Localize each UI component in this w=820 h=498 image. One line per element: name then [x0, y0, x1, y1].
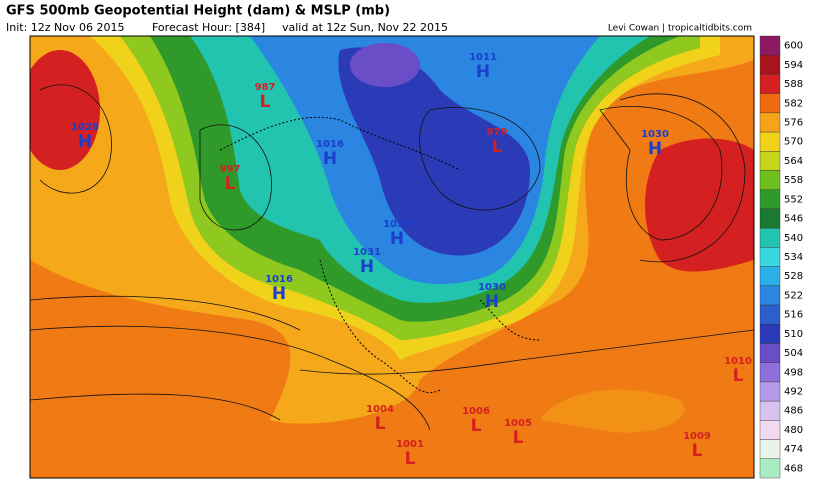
colorbar-label: 600 — [784, 41, 803, 52]
center-pressure: 1031 — [353, 247, 381, 258]
colorbar-swatch — [759, 381, 781, 402]
colorbar-swatch — [759, 266, 781, 287]
center-pressure: 997 — [220, 164, 241, 175]
colorbar-label: 534 — [784, 252, 803, 263]
colorbar-swatch — [759, 170, 781, 190]
center-pressure: 1010 — [724, 356, 752, 367]
center-pressure: 1016 — [316, 139, 344, 150]
colorbar-label: 516 — [784, 310, 803, 321]
center-letter: H — [272, 284, 286, 304]
center-letter: H — [78, 132, 92, 152]
center-pressure: 1009 — [683, 431, 711, 442]
colorbar-swatch — [759, 131, 781, 152]
colorbar-swatch — [759, 420, 781, 440]
colorbar-label: 480 — [784, 425, 803, 436]
colorbar-swatch — [759, 362, 781, 383]
center-letter: H — [323, 149, 337, 169]
forecast-hour: Forecast Hour: [384] — [152, 21, 265, 34]
colorbar-swatch — [759, 227, 781, 248]
colorbar-label: 528 — [784, 271, 803, 282]
center-pressure: 1032 — [383, 219, 411, 230]
center-letter: H — [476, 62, 490, 82]
colorbar-swatch — [759, 439, 781, 459]
title: GFS 500mb Geopotential Height (dam) & MS… — [6, 4, 390, 19]
pressure-centers: 1028H987L997L1016H1011H979L1030H1032H103… — [71, 52, 752, 469]
colorbar-label: 510 — [784, 329, 803, 340]
center-letter: L — [375, 414, 386, 434]
colorbar-label: 558 — [784, 175, 803, 186]
colorbar-label: 540 — [784, 233, 803, 244]
center-letter: H — [390, 229, 404, 249]
center-pressure: 1011 — [469, 52, 497, 63]
colorbar-swatch — [759, 55, 781, 75]
center-letter: L — [513, 428, 524, 448]
colorbar-swatch — [759, 208, 781, 229]
center-letter: L — [405, 449, 416, 469]
colorbar-swatch — [759, 189, 781, 210]
credit: Levi Cowan | tropicaltidbits.com — [608, 24, 752, 34]
center-letter: H — [485, 292, 499, 312]
center-letter: L — [492, 137, 503, 157]
colorbar-swatch — [759, 151, 781, 171]
colorbar-swatch — [759, 458, 781, 479]
colorbar-label: 576 — [784, 117, 803, 128]
colorbar-label: 498 — [784, 367, 803, 378]
center-pressure: 1004 — [366, 404, 394, 415]
center-letter: H — [360, 257, 374, 277]
colorbar-label: 588 — [784, 79, 803, 90]
center-pressure: 1028 — [71, 122, 99, 133]
colorbar-swatch — [759, 304, 781, 325]
colorbar-swatch — [759, 343, 781, 363]
colorbar-swatch — [759, 112, 781, 133]
center-pressure: 1005 — [504, 418, 532, 429]
colorbar-label: 546 — [784, 214, 803, 225]
colorbar-label: 582 — [784, 98, 803, 109]
colorbar-swatch — [759, 74, 781, 94]
colorbar-label: 552 — [784, 194, 803, 205]
colorbar-swatch — [759, 247, 781, 267]
colorbar-label: 474 — [784, 444, 803, 455]
center-pressure: 979 — [487, 127, 508, 138]
colorbar-label: 492 — [784, 387, 803, 398]
colorbar-label: 468 — [784, 463, 803, 474]
center-pressure: 1001 — [396, 439, 424, 450]
center-letter: L — [225, 174, 236, 194]
center-letter: H — [648, 139, 662, 159]
init-time: Init: 12z Nov 06 2015 — [6, 21, 125, 34]
valid-time: valid at 12z Sun, Nov 22 2015 — [282, 21, 448, 34]
colorbar-swatch — [759, 400, 781, 421]
center-letter: L — [692, 441, 703, 461]
colorbar-label: 486 — [784, 406, 803, 417]
center-pressure: 1016 — [265, 274, 293, 285]
center-letter: L — [471, 416, 482, 436]
center-pressure: 987 — [255, 82, 276, 93]
colorbar-swatch — [759, 35, 781, 56]
colorbar: 600 594 588 582 576 570 564 558 552 546 540 534 528 5… — [759, 35, 803, 479]
colorbar-swatch — [759, 285, 781, 306]
colorbar-label: 564 — [784, 156, 803, 167]
map: 1028H987L997L1016H1011H979L1030H1032H103… — [29, 35, 755, 479]
colorbar-swatch — [759, 93, 781, 114]
center-letter: L — [733, 366, 744, 386]
center-letter: L — [260, 92, 271, 112]
colorbar-swatch — [759, 324, 781, 344]
center-pressure: 1030 — [478, 282, 506, 293]
colorbar-label: 594 — [784, 60, 803, 71]
colorbar-label: 570 — [784, 137, 803, 148]
center-pressure: 1030 — [641, 129, 669, 140]
colorbar-label: 504 — [784, 348, 803, 359]
center-pressure: 1006 — [462, 406, 490, 417]
colorbar-label: 522 — [784, 290, 803, 301]
